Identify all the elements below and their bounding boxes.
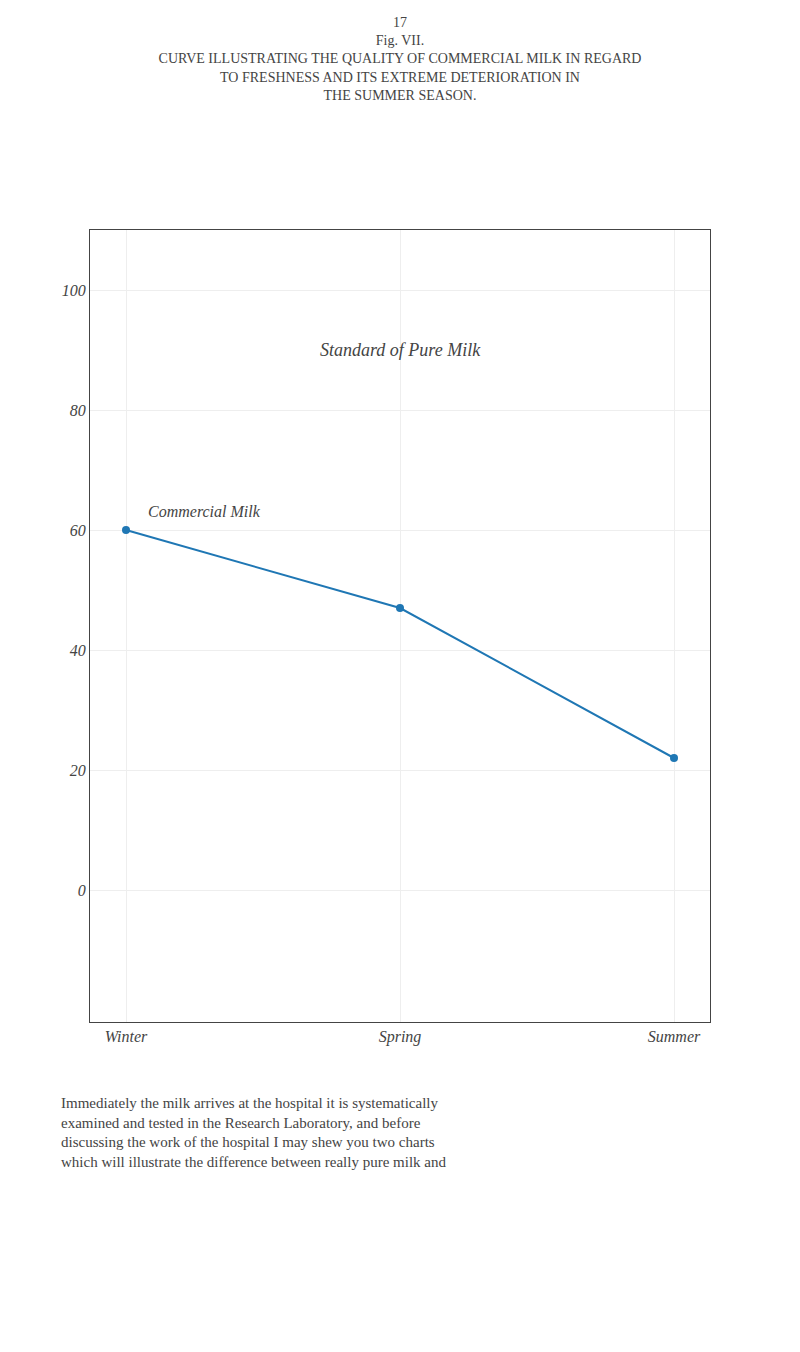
svg-text:Standard of Pure Milk: Standard of Pure Milk <box>320 340 481 360</box>
svg-text:Winter: Winter <box>105 1028 148 1045</box>
svg-text:20: 20 <box>70 762 86 779</box>
svg-text:Spring: Spring <box>379 1028 422 1046</box>
svg-text:40: 40 <box>70 642 86 659</box>
svg-text:Summer: Summer <box>648 1028 701 1045</box>
svg-text:0: 0 <box>78 882 86 899</box>
svg-text:Commercial Milk: Commercial Milk <box>148 503 261 520</box>
svg-text:100: 100 <box>62 282 86 299</box>
svg-text:Immediately the milk arrives a: Immediately the milk arrives at the hosp… <box>61 1095 446 1170</box>
svg-text:17Fig. VII.CURVE ILLUSTRATING: 17Fig. VII.CURVE ILLUSTRATING THE QUALIT… <box>159 15 642 103</box>
svg-text:60: 60 <box>70 522 86 539</box>
svg-text:80: 80 <box>70 402 86 419</box>
